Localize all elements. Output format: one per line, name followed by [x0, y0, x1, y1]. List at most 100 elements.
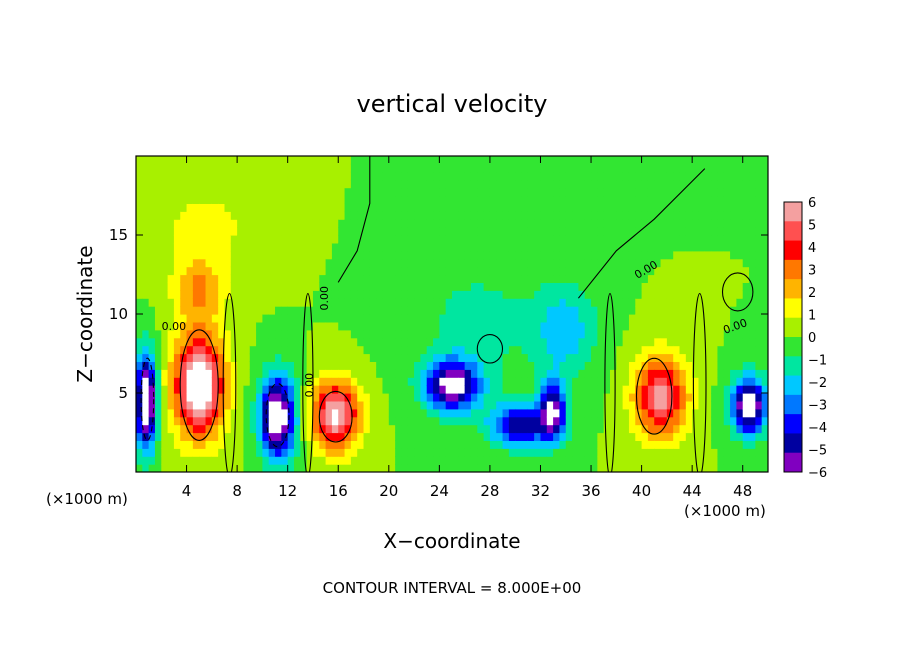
field-cell	[736, 156, 744, 165]
field-cell	[711, 456, 719, 465]
field-cell	[730, 187, 737, 197]
field-cell	[426, 369, 434, 378]
field-cell	[515, 456, 523, 465]
field-cell	[287, 464, 295, 472]
field-cell	[717, 345, 725, 355]
field-cell	[736, 448, 744, 457]
field-cell	[154, 448, 162, 457]
field-cell	[249, 416, 257, 426]
field-cell	[388, 266, 396, 276]
field-cell	[742, 400, 750, 410]
field-cell	[294, 424, 301, 434]
field-cell	[470, 440, 478, 449]
field-cell	[452, 377, 459, 386]
field-cell	[673, 432, 681, 441]
field-cell	[312, 464, 320, 472]
field-cell	[256, 321, 263, 331]
field-cell	[489, 282, 497, 291]
contour-line	[476, 334, 504, 364]
field-cell	[312, 187, 320, 197]
field-cell	[287, 306, 295, 315]
field-cell	[186, 345, 194, 355]
field-cell	[578, 377, 586, 386]
field-cell	[717, 290, 725, 299]
field-cell	[312, 329, 320, 339]
field-cell	[628, 258, 636, 268]
field-cell	[723, 171, 731, 181]
field-cell	[477, 306, 485, 315]
field-cell	[698, 156, 706, 165]
field-cell	[578, 448, 586, 457]
field-cell	[540, 156, 548, 165]
field-cell	[458, 385, 466, 394]
field-cell	[496, 314, 504, 323]
field-cell	[433, 448, 440, 457]
field-cell	[445, 258, 453, 268]
field-cell	[350, 235, 358, 244]
field-cell	[294, 440, 301, 449]
field-cell	[673, 203, 681, 212]
field-cell	[489, 156, 497, 165]
field-cell	[350, 306, 358, 315]
field-cell	[679, 464, 687, 472]
field-cell	[534, 156, 542, 165]
field-cell	[439, 440, 447, 449]
field-cell	[458, 361, 466, 370]
field-cell	[546, 163, 554, 173]
field-cell	[268, 400, 276, 410]
field-cell	[294, 211, 301, 220]
field-cell	[338, 274, 346, 283]
field-cell	[287, 298, 295, 307]
field-cell	[142, 227, 150, 236]
field-cell	[654, 219, 662, 228]
field-cell	[578, 337, 586, 347]
field-cell	[433, 329, 440, 339]
field-cell	[521, 424, 529, 434]
field-cell	[628, 203, 636, 212]
field-cell	[287, 345, 295, 355]
field-cell	[369, 187, 377, 197]
field-cell	[622, 274, 630, 283]
field-cell	[458, 353, 466, 362]
field-cell	[363, 456, 371, 465]
field-cell	[357, 321, 365, 331]
field-cell	[325, 179, 333, 189]
field-cell	[148, 203, 156, 212]
field-cell	[395, 290, 403, 299]
field-cell	[243, 195, 251, 204]
field-cell	[256, 377, 263, 386]
field-cell	[357, 179, 365, 189]
field-cell	[186, 424, 194, 434]
field-cell	[673, 321, 681, 331]
field-cell	[287, 377, 295, 386]
field-cell	[534, 464, 542, 472]
field-cell	[692, 187, 700, 197]
field-cell	[660, 337, 668, 347]
field-cell	[173, 400, 181, 410]
field-cell	[704, 171, 712, 181]
field-cell	[749, 377, 756, 386]
field-cell	[433, 258, 440, 268]
field-cell	[464, 235, 472, 244]
field-cell	[275, 393, 282, 402]
field-cell	[565, 416, 573, 426]
field-cell	[502, 258, 510, 268]
field-cell	[142, 377, 150, 386]
field-cell	[597, 242, 605, 252]
field-cell	[275, 377, 282, 386]
field-cell	[527, 171, 535, 181]
field-cell	[262, 329, 270, 339]
field-cell	[237, 242, 245, 252]
field-cell	[584, 171, 592, 181]
field-cell	[736, 163, 744, 173]
x-tick-label: 28	[480, 482, 499, 500]
field-cell	[256, 464, 263, 472]
field-cell	[635, 385, 643, 394]
field-cell	[635, 361, 643, 370]
field-cell	[167, 219, 175, 228]
field-cell	[268, 314, 276, 323]
field-cell	[249, 377, 257, 386]
field-cell	[616, 424, 624, 434]
field-cell	[692, 171, 700, 181]
field-cell	[685, 282, 693, 291]
